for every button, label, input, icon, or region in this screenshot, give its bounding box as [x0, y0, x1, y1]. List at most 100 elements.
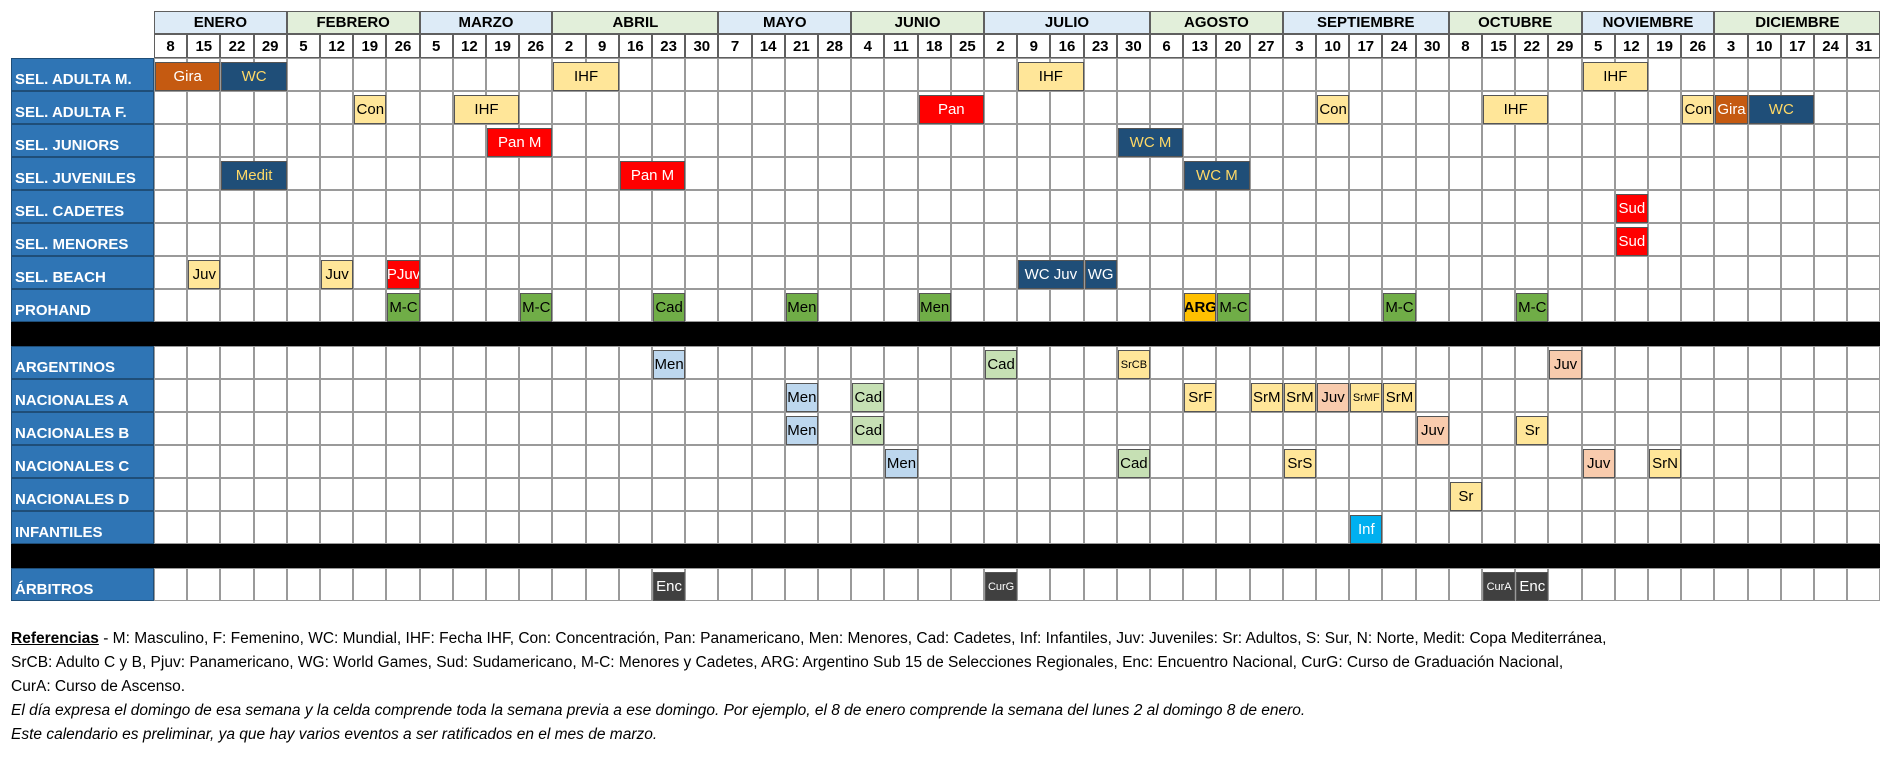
week-cell[interactable]	[1050, 289, 1084, 322]
event-ihf[interactable]: IHF	[1018, 62, 1084, 91]
week-cell[interactable]	[1648, 223, 1682, 256]
week-cell[interactable]	[1847, 511, 1881, 544]
week-cell[interactable]	[1415, 91, 1449, 124]
week-cell[interactable]	[452, 445, 486, 478]
event-wc-m[interactable]: WC M	[1117, 128, 1184, 157]
week-cell[interactable]	[1714, 289, 1748, 322]
event-ihf[interactable]: IHF	[1483, 95, 1549, 124]
week-cell[interactable]	[1448, 124, 1482, 157]
week-cell[interactable]	[1316, 124, 1350, 157]
event-cad[interactable]: Cad	[852, 416, 885, 445]
week-cell[interactable]	[320, 568, 354, 601]
week-cell[interactable]	[1648, 379, 1682, 412]
week-cell[interactable]	[353, 511, 387, 544]
week-cell[interactable]	[1681, 568, 1715, 601]
week-cell[interactable]	[585, 190, 619, 223]
week-cell[interactable]	[718, 256, 752, 289]
week-cell[interactable]	[618, 58, 652, 91]
week-cell[interactable]	[685, 190, 719, 223]
week-cell[interactable]	[1316, 412, 1350, 445]
week-cell[interactable]	[1150, 157, 1184, 190]
week-cell[interactable]	[1714, 190, 1748, 223]
week-cell[interactable]	[1249, 223, 1283, 256]
week-cell[interactable]	[1415, 190, 1449, 223]
week-cell[interactable]	[652, 478, 686, 511]
week-cell[interactable]	[286, 379, 320, 412]
week-cell[interactable]	[552, 346, 586, 379]
week-cell[interactable]	[1083, 223, 1117, 256]
week-cell[interactable]	[1714, 256, 1748, 289]
week-cell[interactable]	[1216, 445, 1250, 478]
week-cell[interactable]	[1847, 91, 1881, 124]
week-cell[interactable]	[1648, 190, 1682, 223]
week-cell[interactable]	[1548, 157, 1582, 190]
week-cell[interactable]	[917, 223, 951, 256]
week-cell[interactable]	[1316, 478, 1350, 511]
week-cell[interactable]	[652, 223, 686, 256]
week-cell[interactable]	[1017, 346, 1051, 379]
week-cell[interactable]	[320, 223, 354, 256]
week-cell[interactable]	[154, 124, 188, 157]
week-cell[interactable]	[718, 478, 752, 511]
week-cell[interactable]	[1150, 91, 1184, 124]
week-cell[interactable]	[1847, 157, 1881, 190]
week-cell[interactable]	[1847, 124, 1881, 157]
week-cell[interactable]	[1083, 58, 1117, 91]
week-cell[interactable]	[1714, 445, 1748, 478]
week-cell[interactable]	[652, 58, 686, 91]
week-cell[interactable]	[784, 157, 818, 190]
week-cell[interactable]	[1747, 379, 1781, 412]
week-cell[interactable]	[1050, 91, 1084, 124]
week-cell[interactable]	[1515, 157, 1549, 190]
week-cell[interactable]	[585, 289, 619, 322]
week-cell[interactable]	[917, 58, 951, 91]
week-cell[interactable]	[154, 568, 188, 601]
week-cell[interactable]	[1482, 190, 1516, 223]
week-cell[interactable]	[1482, 58, 1516, 91]
week-cell[interactable]	[1681, 346, 1715, 379]
week-cell[interactable]	[751, 511, 785, 544]
week-cell[interactable]	[1581, 190, 1615, 223]
week-cell[interactable]	[585, 379, 619, 412]
week-cell[interactable]	[1216, 91, 1250, 124]
week-cell[interactable]	[1216, 223, 1250, 256]
week-cell[interactable]	[1382, 445, 1416, 478]
week-cell[interactable]	[286, 58, 320, 91]
week-cell[interactable]	[1747, 157, 1781, 190]
week-cell[interactable]	[652, 511, 686, 544]
week-cell[interactable]	[884, 58, 918, 91]
week-cell[interactable]	[486, 256, 520, 289]
week-cell[interactable]	[452, 511, 486, 544]
week-cell[interactable]	[884, 478, 918, 511]
week-cell[interactable]	[253, 256, 287, 289]
week-cell[interactable]	[353, 346, 387, 379]
week-cell[interactable]	[386, 124, 420, 157]
week-cell[interactable]	[718, 445, 752, 478]
week-cell[interactable]	[419, 223, 453, 256]
week-cell[interactable]	[1780, 511, 1814, 544]
week-cell[interactable]	[1316, 568, 1350, 601]
week-cell[interactable]	[1216, 124, 1250, 157]
week-cell[interactable]	[950, 445, 984, 478]
event-cad[interactable]: Cad	[653, 293, 686, 322]
week-cell[interactable]	[685, 412, 719, 445]
week-cell[interactable]	[220, 379, 254, 412]
week-cell[interactable]	[419, 124, 453, 157]
week-cell[interactable]	[950, 190, 984, 223]
week-cell[interactable]	[1814, 190, 1848, 223]
week-cell[interactable]	[486, 190, 520, 223]
week-cell[interactable]	[1581, 223, 1615, 256]
week-cell[interactable]	[984, 91, 1018, 124]
week-cell[interactable]	[519, 346, 553, 379]
week-cell[interactable]	[1814, 256, 1848, 289]
week-cell[interactable]	[1282, 511, 1316, 544]
week-cell[interactable]	[286, 124, 320, 157]
week-cell[interactable]	[253, 223, 287, 256]
event-wc-juv[interactable]: WC Juv	[1018, 260, 1084, 289]
week-cell[interactable]	[154, 289, 188, 322]
week-cell[interactable]	[1116, 223, 1150, 256]
week-cell[interactable]	[1681, 223, 1715, 256]
week-cell[interactable]	[1548, 91, 1582, 124]
week-cell[interactable]	[1814, 412, 1848, 445]
week-cell[interactable]	[1780, 58, 1814, 91]
